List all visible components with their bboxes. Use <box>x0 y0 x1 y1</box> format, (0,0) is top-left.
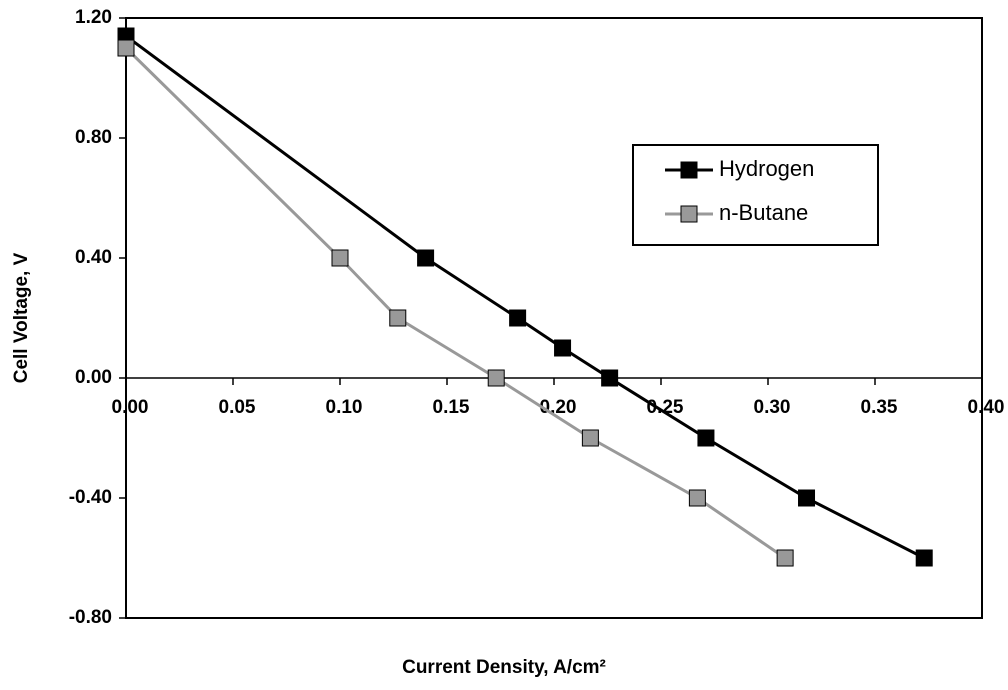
marker <box>581 429 599 447</box>
y-tick-label: -0.80 <box>69 607 112 628</box>
x-tick-label: 0.30 <box>754 397 791 418</box>
legend-box <box>632 144 879 246</box>
legend-marker <box>680 205 698 223</box>
series-line <box>125 34 925 560</box>
marker <box>915 549 933 567</box>
x-tick-label: 0.15 <box>433 397 470 418</box>
y-axis-label: Cell Voltage, V <box>11 252 32 383</box>
legend-marker <box>680 161 698 179</box>
x-axis-label: Current Density, A/cm² <box>402 657 606 678</box>
marker <box>487 369 505 387</box>
marker <box>554 339 572 357</box>
x-tick-label: 0.00 <box>112 397 149 418</box>
x-tick-label: 0.35 <box>861 397 898 418</box>
x-tick-label: 0.25 <box>647 397 684 418</box>
plot-frame <box>125 17 983 619</box>
marker <box>697 429 715 447</box>
marker <box>331 249 349 267</box>
legend-label: n-Butane <box>719 200 808 225</box>
y-tick-label: 0.40 <box>75 247 112 268</box>
y-tick-label: 0.80 <box>75 127 112 148</box>
y-tick-label: 0.00 <box>75 367 112 388</box>
marker <box>509 309 527 327</box>
legend-label: Hydrogen <box>719 156 814 181</box>
marker <box>117 39 135 57</box>
marker <box>417 249 435 267</box>
x-tick-label: 0.05 <box>219 397 256 418</box>
marker <box>798 489 816 507</box>
x-tick-label: 0.40 <box>968 397 1005 418</box>
y-tick-label: 1.20 <box>75 7 112 28</box>
marker <box>776 549 794 567</box>
series-line <box>124 46 786 560</box>
marker <box>389 309 407 327</box>
y-tick-label: -0.40 <box>69 487 112 508</box>
x-tick-label: 0.10 <box>326 397 363 418</box>
marker <box>688 489 706 507</box>
marker <box>601 369 619 387</box>
